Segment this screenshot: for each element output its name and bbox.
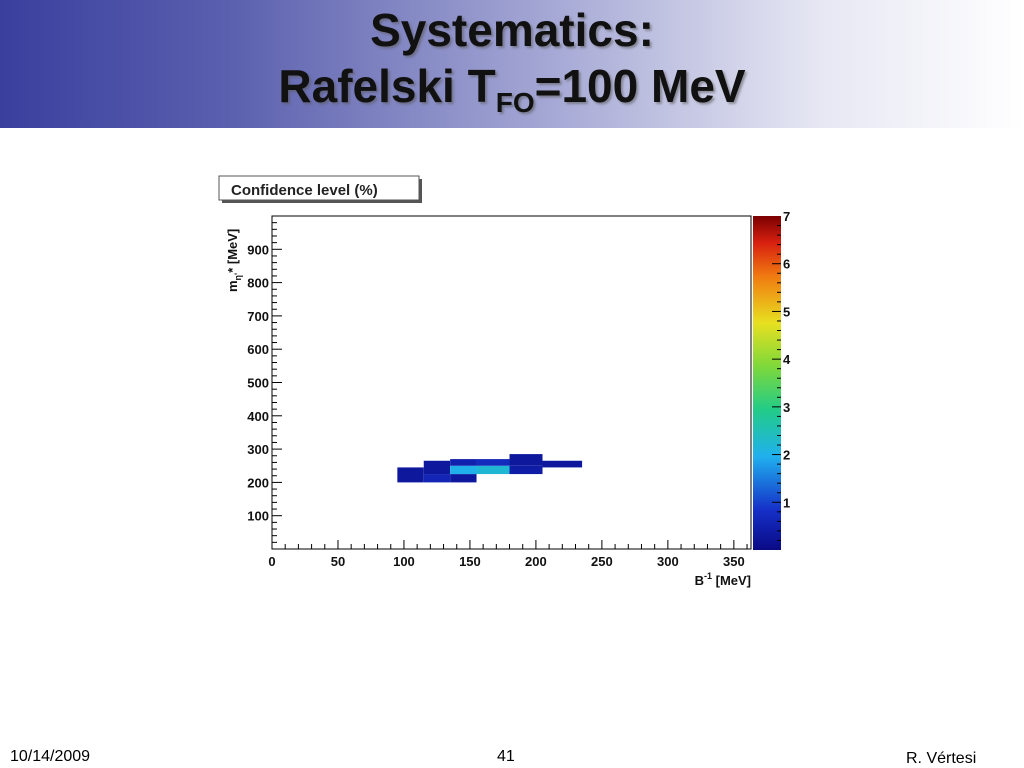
heatmap-cell [476,459,510,466]
plot-area [271,215,752,550]
chart-title-box [218,175,420,201]
color-bar [753,216,781,550]
y-axis-title-prefix: m [225,280,240,292]
y-tick-label: 500 [247,376,269,391]
y-axis-title-suffix: * [MeV] [225,229,240,273]
heatmap-cell [450,465,477,475]
heatmap-cell [397,467,424,483]
heatmap-cell [476,465,510,475]
z-tick-label: 1 [783,495,790,510]
y-tick-label: 700 [247,309,269,324]
heatmap-cell [423,460,451,475]
title-line-1: Systematics: [370,4,654,56]
slide-title: Systematics: Rafelski TFO=100 MeV [0,2,1024,131]
x-tick-label: 350 [723,554,745,569]
y-axis-title: mη'* [MeV] [225,229,243,292]
y-tick-label: 900 [247,242,269,257]
heatmap-cell [509,465,543,475]
x-axis-title: B-1 [MeV] [695,571,751,588]
chart-title: Confidence level (%) [231,182,378,199]
x-axis: 0 50 100 150 200 250 300 350 [268,540,748,569]
x-tick-label: 200 [525,554,547,569]
z-tick-label: 2 [783,448,790,463]
y-tick-label: 800 [247,276,269,291]
y-axis-title-sub: η' [233,273,243,281]
heatmap-cell [450,459,477,466]
heatmap-cell [509,454,543,466]
heatmap-cells [397,454,583,483]
footer-page-number: 41 [497,748,515,765]
x-tick-label: 100 [393,554,415,569]
z-tick-label: 6 [783,257,790,272]
heatmap-cell [542,460,583,468]
x-axis-title-sup: -1 [704,571,712,581]
x-tick-label: 300 [657,554,679,569]
y-tick-label: 600 [247,342,269,357]
x-tick-label: 50 [331,554,345,569]
y-tick-label: 100 [247,509,269,524]
y-tick-label: 200 [247,475,269,490]
color-bar-axis: 1 2 3 4 5 6 7 [772,209,791,541]
z-tick-label: 4 [783,352,791,367]
x-tick-label: 150 [459,554,481,569]
title-line-2-suffix: =100 MeV [534,60,746,112]
y-tick-label: 300 [247,442,269,457]
footer-author: R. Vértesi [906,750,977,767]
footer-date: 10/14/2009 [10,748,91,765]
title-line-2-subscript: FO [495,87,535,118]
z-tick-label: 7 [783,209,790,224]
title-line-2: Rafelski TFO=100 MeV [0,58,1024,131]
title-line-2-prefix: Rafelski T [278,60,496,112]
z-tick-label: 3 [783,400,790,415]
x-tick-label: 0 [268,554,275,569]
y-tick-label: 400 [247,409,269,424]
x-axis-title-unit: [MeV] [712,573,751,588]
x-axis-title-main: B [695,573,704,588]
heatmap-cell [423,474,451,483]
x-tick-label: 250 [591,554,613,569]
y-axis: 100 200 300 400 500 600 700 800 900 [247,222,282,543]
z-tick-label: 5 [783,304,790,319]
heatmap-cell [450,474,477,483]
title-banner [0,0,1024,128]
